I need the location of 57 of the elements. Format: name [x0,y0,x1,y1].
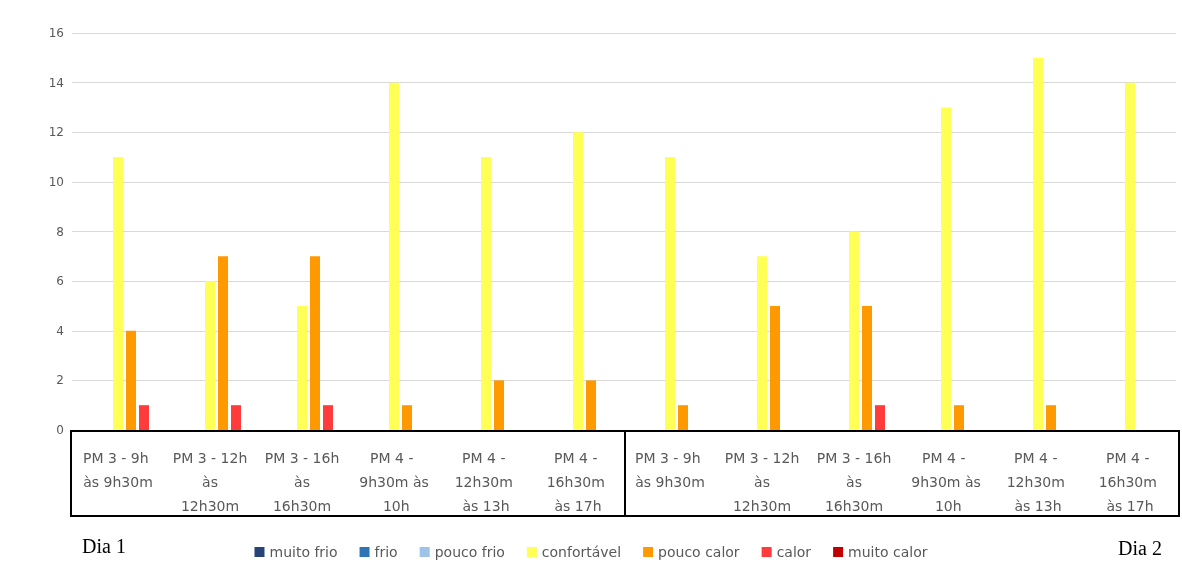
legend-label: pouco calor [658,544,740,560]
x-tick-label: PM 4 - 12h30m às 13h [454,450,518,514]
y-tick-label: 10 [48,174,64,189]
bar [113,157,123,430]
y-tick-label: 2 [56,373,64,388]
bar [297,305,307,430]
bar [402,405,412,430]
x-tick-label: PM 3 - 16h às 16h30m [816,450,892,514]
bar [1125,82,1135,430]
bar [665,157,675,430]
y-tick-label: 0 [56,423,64,437]
bar [494,380,504,430]
y-tick-label: 8 [56,224,64,239]
y-tick-label: 16 [48,26,64,40]
bar [678,405,688,430]
bar [862,305,872,430]
bar [231,405,241,430]
bar [218,256,228,430]
bar [757,256,767,430]
x-tick-label: PM 3 - 9h às 9h30m [82,450,154,490]
y-tick-label: 6 [56,274,64,289]
y-tick-label: 4 [56,323,64,338]
x-tick-label: PM 3 - 12h às 12h30m [724,450,800,514]
bar [849,231,859,430]
bar [954,405,964,430]
x-tick-label: PM 4 - 12h30m às 13h [1006,450,1070,514]
bar [389,82,399,430]
legend-label: calor [776,544,812,560]
bar [205,281,215,430]
legend-label: pouco frio [434,544,505,560]
x-tick-label: PM 4 - 16h30m às 17h [1098,450,1162,514]
x-tick-label: PM 3 - 16h às 16h30m [264,450,340,514]
legend-label: muito frio [269,544,338,560]
text: Dia 2 [1118,537,1162,560]
bar [573,132,583,430]
x-tick-label: PM 4 - 9h30m às 10h [911,450,981,514]
legend-label: frio [374,544,398,560]
x-tick-label: PM 4 - 9h30m às 10h [359,450,429,514]
bar [1033,57,1043,430]
bar [875,405,885,430]
bar [323,405,333,430]
bar [586,380,596,430]
x-tick-label: PM 4 - 16h30m às 17h [546,450,610,514]
bar [139,405,149,430]
bar [770,305,780,430]
bar [481,157,491,430]
bar [126,330,136,430]
bar [310,256,320,430]
y-tick-label: 12 [48,125,64,140]
legend-label: confortável [541,544,622,560]
x-tick-label: PM 3 - 9h às 9h30m [634,450,706,490]
bar [1046,405,1056,430]
x-tick-label: PM 3 - 12h às 12h30m [172,450,248,514]
y-tick-label: 14 [48,75,64,90]
text: Dia 1 [82,535,126,558]
legend-label: muito calor [848,544,928,560]
bar [941,107,951,430]
